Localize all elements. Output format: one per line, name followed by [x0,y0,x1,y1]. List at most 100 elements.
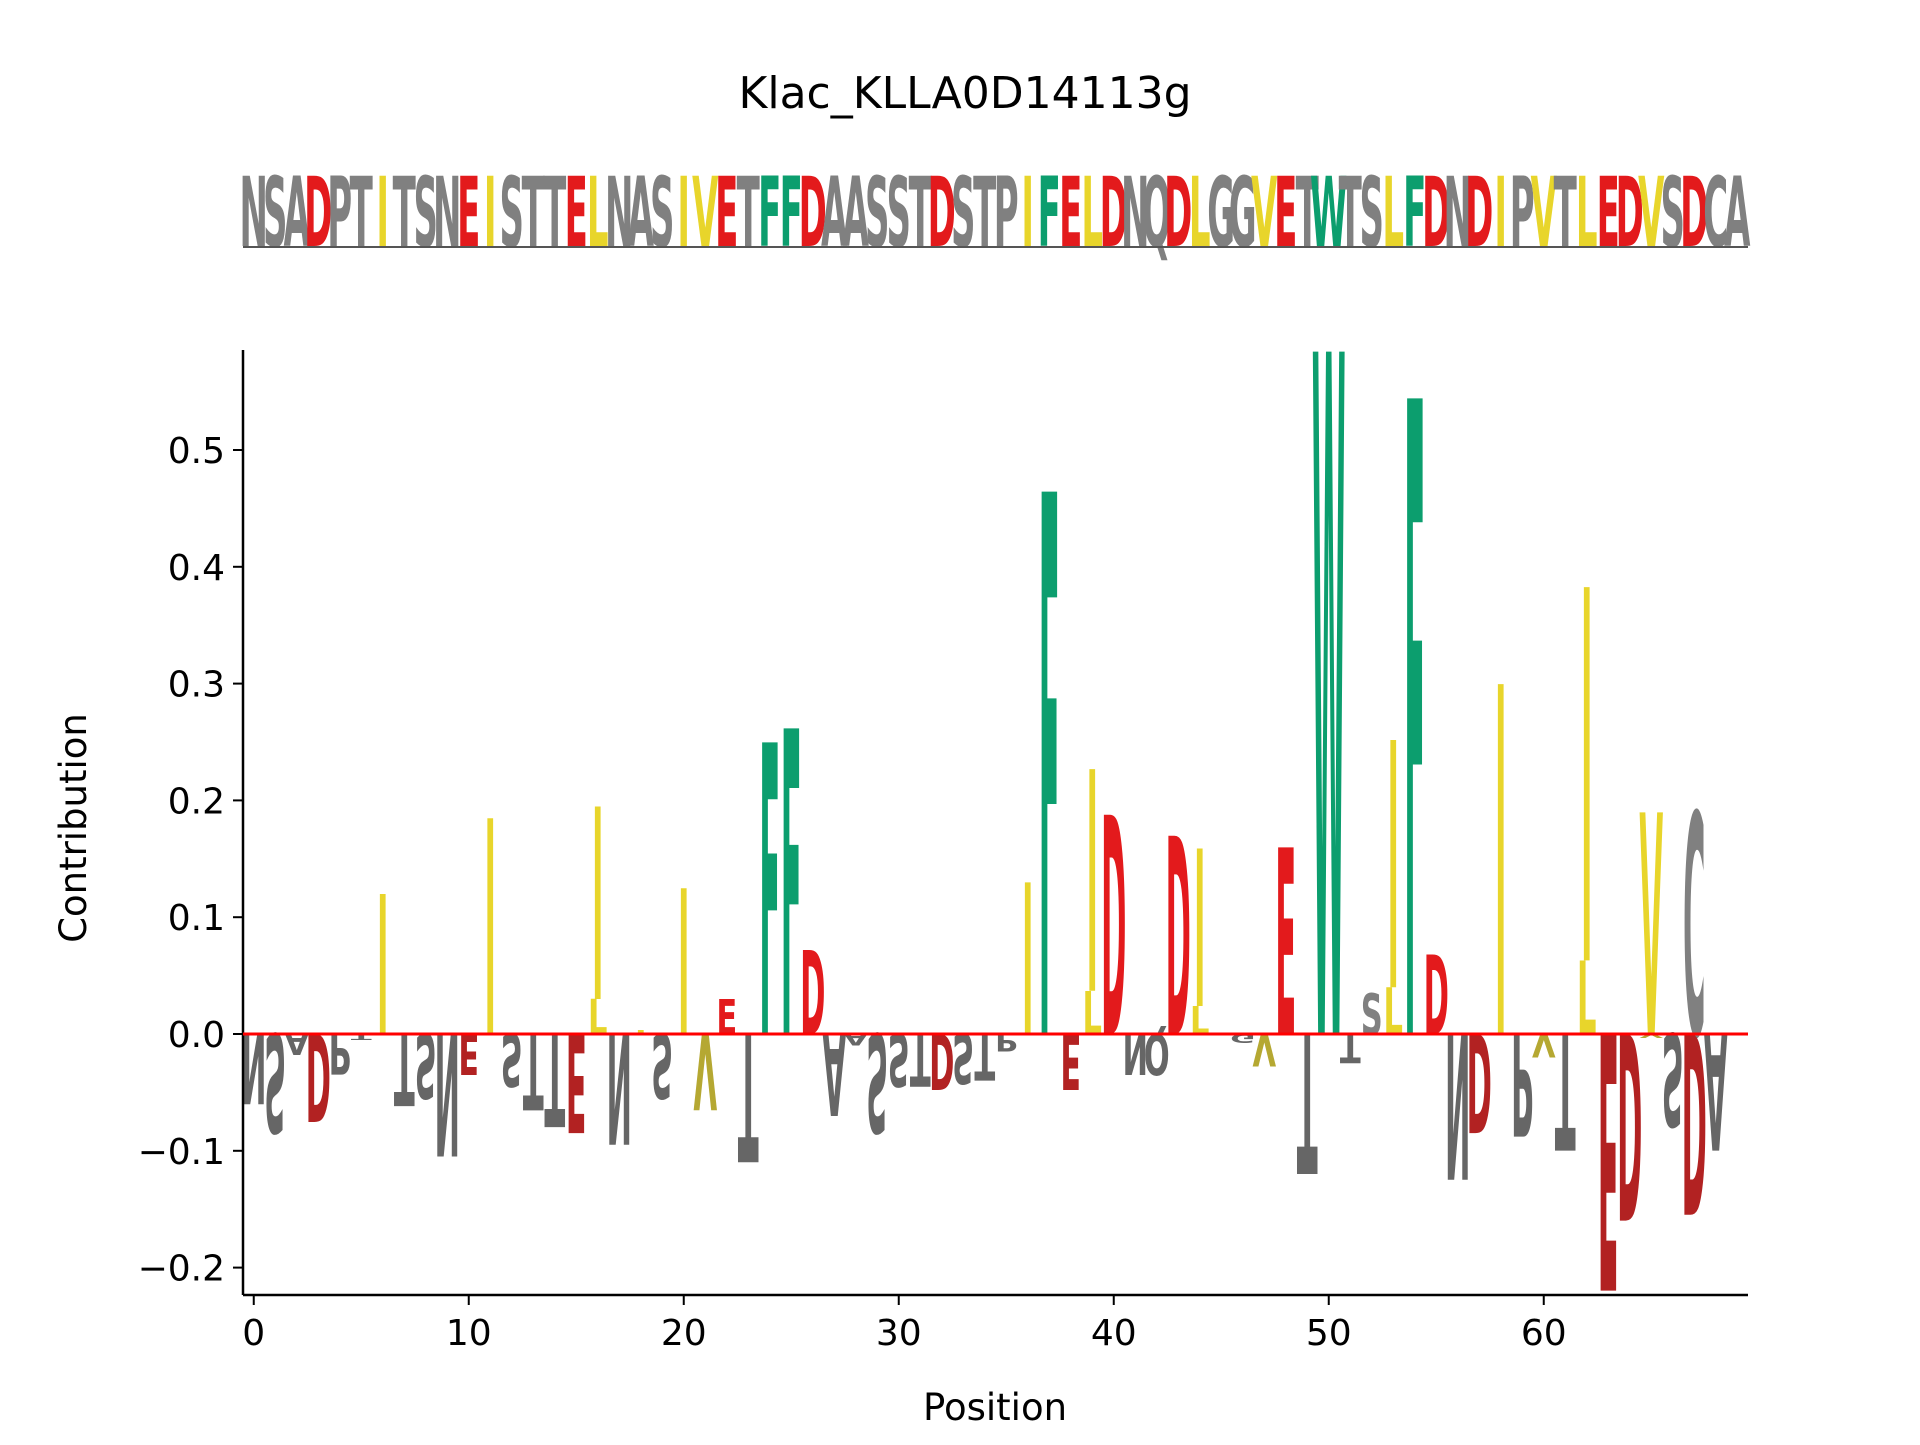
sequence-letter: G [1229,157,1257,269]
sequence-letter: E [1059,157,1082,269]
sequence-letter: S [1661,157,1685,269]
x-tick-label: 0 [242,1313,265,1354]
sequence-letter: D [799,157,827,269]
sequence-letter: I [484,157,497,269]
logo-letter-negative: E [458,1020,479,1086]
sequence-letter: D [1616,157,1644,269]
x-tick-label: 20 [661,1313,707,1354]
sequence-letter: D [1465,157,1493,269]
sequence-letter: L [1081,157,1103,269]
sequence-letter: T [543,157,566,269]
logo-letter-positive: I [1581,485,1592,1082]
sequence-letter: A [1724,157,1750,269]
logo-letter-positive: I [1388,672,1399,1068]
sequence-letter: I [1494,157,1507,269]
logo-letter-positive: L [1384,974,1403,1049]
logo-letter-negative: N [606,998,632,1175]
sequence-letter: V [1638,157,1664,269]
sequence-letter: S [865,157,889,269]
x-tick-label: 30 [876,1313,922,1354]
logo-letter-negative: D [1682,975,1707,1264]
y-tick-label: 0.2 [168,781,225,822]
sequence-letter: S [887,157,911,269]
sequence-letter: D [1164,157,1192,269]
logo-letter-negative: S [651,1013,673,1116]
logo-letter-positive: D [1424,933,1449,1060]
sequence-letter: V [692,157,718,269]
sequence-letter: D [1680,157,1708,269]
logo-letter-positive: D [1101,757,1126,1106]
logo-letter-negative: T [738,992,759,1197]
logo-letter-positive: I [1022,842,1033,1084]
x-tick-label: 50 [1306,1313,1352,1354]
logo-letter-positive: W [1312,166,1346,1256]
sequence-letter: D [1100,157,1128,269]
sequence-letter: E [1597,157,1620,269]
logo-letter-negative: N [1445,986,1471,1219]
logo-letter-positive: I [1194,807,1205,1058]
logo-letter-negative: Q [1144,1020,1170,1086]
sequence-letter: E [565,157,588,269]
sequence-letter: P [994,157,1019,269]
logo-letter-negative: T [1555,995,1576,1181]
logo-letter-negative: D [1617,974,1642,1272]
sequence-letter: L [587,157,609,269]
logo-letter-negative: T [394,1010,415,1125]
logo-letter-positive: F [781,646,802,1134]
logo-letter-negative: D [306,1005,331,1145]
logo-letter-negative: T [1340,1024,1361,1070]
logo-letter-negative: S [952,1017,974,1097]
logo-letter-negative: D [929,1016,954,1105]
sequence-letter: C [1703,157,1728,269]
logo-letter-negative: T [1297,988,1318,1211]
sequence-letter: T [1296,157,1319,269]
logo-letter-positive: L [1577,941,1596,1059]
logo-letter-positive: I [485,760,496,1105]
sequence-letter: S [263,157,287,269]
sequence-letter: T [350,157,373,269]
logo-letter-positive: S [1361,982,1383,1048]
sequence-letter: A [284,157,310,269]
sequence-letter: Q [1142,157,1171,269]
logo-letter-positive: I [592,756,603,1062]
logo-letter-negative: D [1467,1001,1492,1158]
sequence-letter: L [1189,157,1211,269]
sequence-letter: T [1339,157,1362,269]
sequence-letter: T [909,157,932,269]
sequence-letter: D [1422,157,1450,269]
logo-letter-positive: D [800,927,825,1061]
sequence-letter: S [414,157,438,269]
sequence-letter: N [240,157,268,269]
logo-letter-negative: S [264,1001,286,1158]
logo-letter-negative: T [351,1032,373,1041]
sequence-letter: V [1251,157,1277,269]
sequence-letter: A [843,157,869,269]
logo-letter-negative: P [995,1028,1017,1055]
x-tick-label: 10 [446,1313,492,1354]
sequence-letter: D [304,157,332,269]
sequence-letter: F [758,157,781,269]
sequence-letter: N [1121,157,1149,269]
sequence-letter: I [1021,157,1034,269]
sequence-letter: P [327,157,352,269]
logo-letter-positive: L [1083,980,1102,1049]
sequence-letter: W [1310,157,1347,269]
sequence-letter: E [715,157,738,269]
sequence-letter: S [951,157,975,269]
logo-letter-negative: V [1252,1022,1276,1075]
logo-letter-positive: I [1495,589,1506,1148]
x-tick-label: 40 [1091,1313,1137,1354]
logo-letter-positive: E [716,991,737,1046]
logo-letter-negative: A [1704,995,1728,1181]
sequence-letter: F [780,157,803,269]
y-tick-label: 0.0 [168,1015,225,1056]
sequence-letter: I [677,157,690,269]
logo-letter-negative: A [285,1027,309,1061]
logo-letter-positive: I [377,857,388,1080]
sequence-letter: D [928,157,956,269]
logo-letter-negative: N [241,1011,267,1123]
sequence-letter: N [1444,157,1472,269]
chart-title: Klac_KLLA0D14113g [739,68,1192,119]
